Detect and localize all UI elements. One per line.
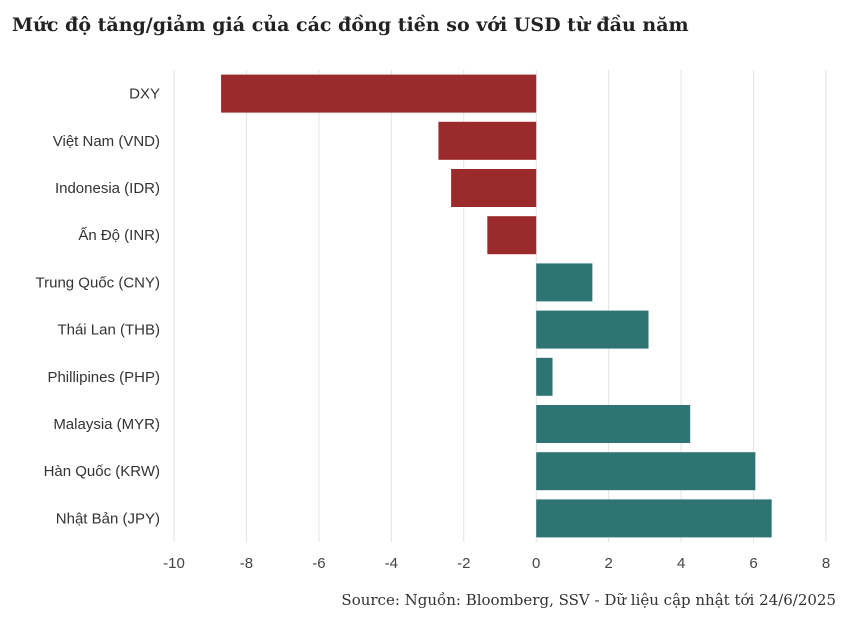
bar [221,74,537,113]
category-label: Trung Quốc (CNY) [36,274,160,291]
bar [536,357,553,396]
x-tick-label: -2 [457,555,470,572]
category-label: Thái Lan (THB) [57,322,160,339]
x-tick-label: -4 [385,555,398,572]
category-label: Ấn Độ (INR) [78,227,160,244]
x-tick-label: 8 [822,555,830,572]
chart-title: Mức độ tăng/giảm giá của các đồng tiền s… [12,14,689,36]
bars [221,74,772,538]
category-label: DXY [129,86,160,103]
x-tick-label: -10 [163,555,185,572]
bar [451,169,537,207]
bar [536,310,649,349]
category-label: Nhật Bản (JPY) [56,510,160,527]
category-labels: DXY Việt Nam (VND) Indonesia (IDR) Ấn Độ (I… [36,86,160,528]
x-tick-label: 2 [604,555,612,572]
source-note: Source: Nguồn: Bloomberg, SSV - Dữ liệu … [341,591,836,609]
category-label: Phillipines (PHP) [47,369,160,386]
x-tick-labels: -10 -8 -6 -4 -2 0 2 4 6 8 [163,555,830,572]
x-tick-label: 4 [677,555,685,572]
bar [536,405,691,443]
x-tick-label: 0 [532,555,540,572]
x-tick-label: 6 [749,555,757,572]
bar [536,263,593,302]
category-label: Indonesia (IDR) [55,180,160,197]
category-label: Hàn Quốc (KRW) [44,463,160,480]
bar [438,121,537,160]
category-label: Việt Nam (VND) [53,133,160,150]
bar [487,216,537,255]
category-label: Malaysia (MYR) [53,416,160,433]
x-tick-label: -8 [240,555,253,572]
x-tick-label: -6 [312,555,325,572]
bar [536,452,756,491]
bar [536,499,772,538]
